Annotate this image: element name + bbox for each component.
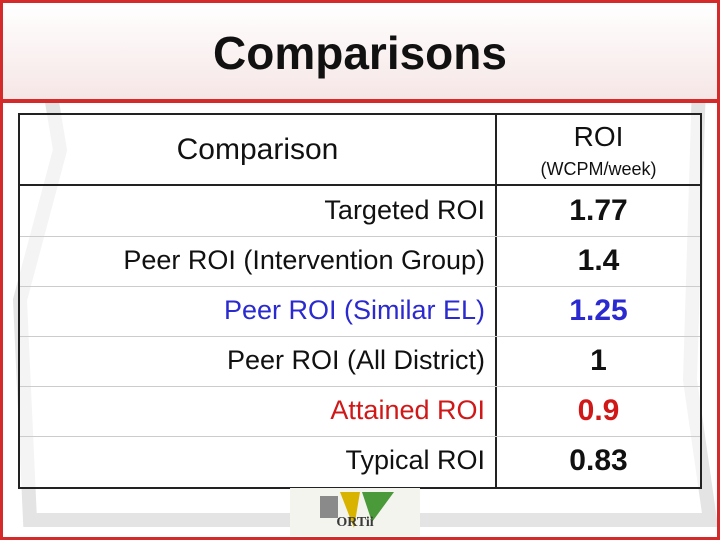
logo-shape [340, 492, 360, 528]
logo: ORTii [290, 488, 420, 536]
column-unit: (WCPM/week) [540, 159, 657, 179]
row-line [20, 286, 700, 287]
row-label: Peer ROI (Similar EL) [223, 295, 485, 325]
row-line [20, 236, 700, 237]
logo-shape [362, 492, 394, 522]
row-label: Peer ROI (All District) [226, 345, 485, 375]
row-line [20, 386, 700, 387]
row-label: Targeted ROI [324, 195, 485, 225]
title: Comparisons [213, 27, 507, 79]
row-value: 1 [590, 344, 607, 377]
row-line [20, 436, 700, 437]
row-value: 0.83 [569, 444, 628, 477]
row-label: Peer ROI (Intervention Group) [123, 245, 485, 275]
row-value: 1.25 [569, 294, 628, 327]
logo-shape [320, 496, 338, 518]
row-label: Typical ROI [345, 445, 485, 475]
row-value: 1.4 [577, 244, 620, 277]
row-value: 1.77 [569, 194, 628, 227]
logo-text: ORTii [336, 515, 373, 530]
table: Comparison ROI (WCPM/week) Targeted ROI 1… [18, 113, 702, 489]
header-divider [20, 184, 700, 186]
column-header: ROI [573, 121, 624, 152]
row-label: Attained ROI [330, 395, 485, 425]
column-header: Comparison [176, 133, 339, 166]
title-bar [3, 3, 717, 103]
row-line [20, 336, 700, 337]
row-value: 0.9 [577, 394, 620, 427]
column-divider [495, 115, 497, 487]
